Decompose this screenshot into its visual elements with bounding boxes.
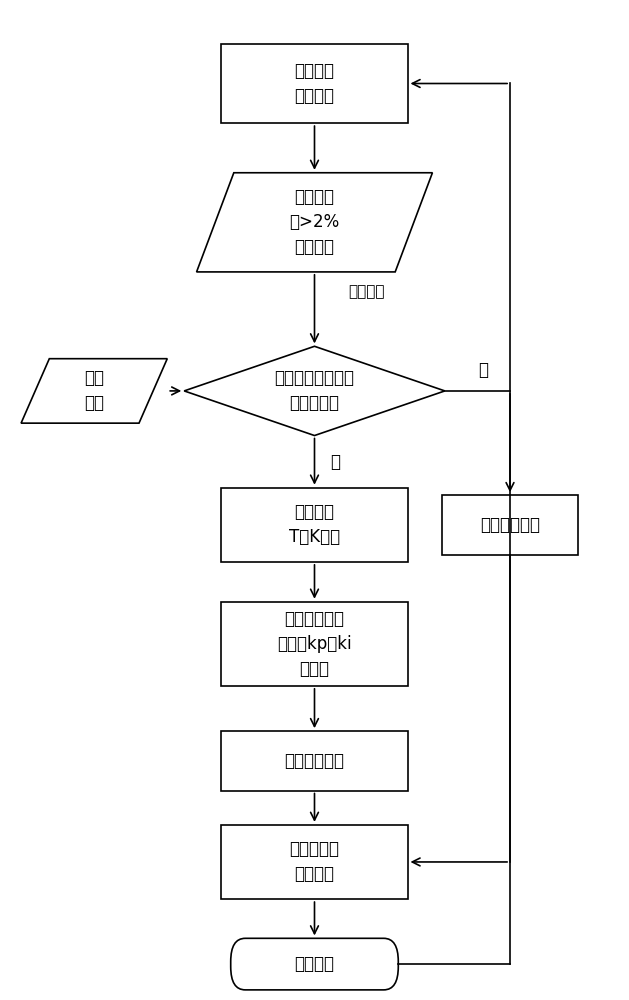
Text: 反馈压力: 反馈压力 xyxy=(348,284,385,299)
Text: 去除偏差
量>2%
的数据点: 去除偏差 量>2% 的数据点 xyxy=(289,188,340,256)
Text: 控制结束: 控制结束 xyxy=(294,955,335,973)
FancyBboxPatch shape xyxy=(221,825,408,899)
Text: 状态参数
T、K解算: 状态参数 T、K解算 xyxy=(289,503,340,546)
Text: 是: 是 xyxy=(330,453,340,471)
Text: 调节咔部面积: 调节咔部面积 xyxy=(284,752,345,770)
Text: 咔部面积保持: 咔部面积保持 xyxy=(480,516,540,534)
FancyBboxPatch shape xyxy=(221,488,408,562)
FancyBboxPatch shape xyxy=(221,602,408,686)
Text: 发动机压力
响应变化: 发动机压力 响应变化 xyxy=(289,840,340,883)
Text: 多传感器
信息采集: 多传感器 信息采集 xyxy=(294,62,335,105)
Polygon shape xyxy=(21,359,167,423)
FancyBboxPatch shape xyxy=(221,44,408,123)
Polygon shape xyxy=(197,173,432,272)
Text: 否: 否 xyxy=(479,361,489,379)
Text: 目标
压力: 目标 压力 xyxy=(84,369,104,412)
Text: 与目标压力偏差大
于控制死区: 与目标压力偏差大 于控制死区 xyxy=(274,369,355,412)
Polygon shape xyxy=(184,346,445,436)
Text: 比例积分环控
制参数kp、ki
自调节: 比例积分环控 制参数kp、ki 自调节 xyxy=(277,610,352,678)
FancyBboxPatch shape xyxy=(231,938,398,990)
FancyBboxPatch shape xyxy=(442,495,578,555)
FancyBboxPatch shape xyxy=(221,731,408,791)
